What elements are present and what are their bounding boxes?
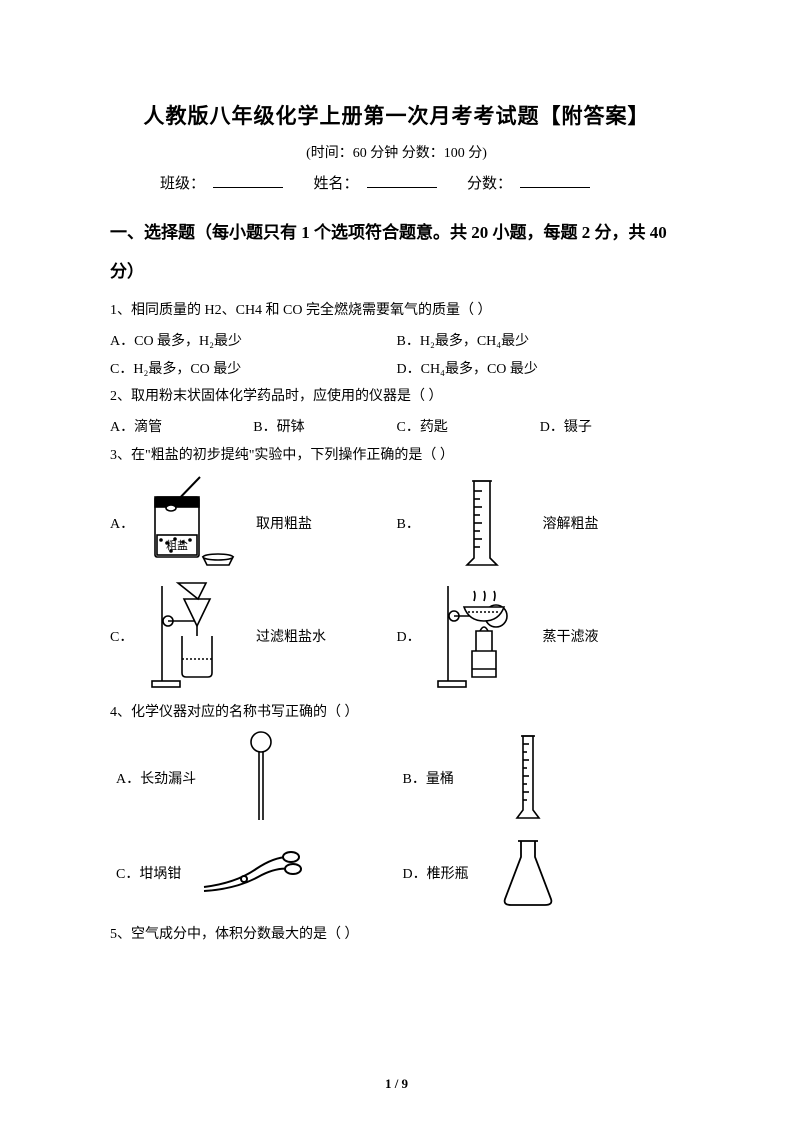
info-line: 班级： 姓名： 分数：: [110, 172, 683, 193]
q3-b-label: B．: [397, 513, 427, 533]
q3-d-label: D．: [397, 626, 427, 646]
filtration-icon: [140, 581, 250, 691]
q2-stem: 2、取用粉末状固体化学药品时，应使用的仪器是（ ）: [110, 383, 683, 410]
exam-page: 人教版八年级化学上册第一次月考考试题【附答案】 (时间：60 分钟 分数：100…: [0, 0, 793, 1122]
q4-row-cd: C．坩埚钳 D．椎形瓶: [110, 833, 683, 913]
page-subtitle: (时间：60 分钟 分数：100 分): [110, 142, 683, 162]
crucible-tongs-icon: [196, 843, 306, 903]
class-blank: [213, 173, 283, 188]
score-blank: [520, 173, 590, 188]
name-blank: [367, 173, 437, 188]
q2-choices: A．滴管 B．研钵 C．药匙 D．镊子: [110, 414, 683, 441]
q5-stem: 5、空气成分中，体积分数最大的是（ ）: [110, 921, 683, 948]
q3-a-caption: 取用粗盐: [256, 513, 312, 533]
score-label: 分数：: [467, 176, 512, 192]
q1-choice-b: B．H₂最多，CH₄最少: [397, 328, 684, 355]
q1-choice-d: D．CH₄最多，CO 最少: [397, 356, 684, 383]
q2-choice-a: A．滴管: [110, 414, 253, 441]
class-label: 班级：: [160, 176, 205, 192]
q3-choice-b: B． 溶解粗盐: [397, 473, 684, 573]
name-label: 姓名：: [314, 176, 359, 192]
q3-a-label: A．: [110, 513, 140, 533]
q3-row-ab: A． 粗盐: [110, 473, 683, 573]
jar-spoon-icon: 粗盐: [140, 475, 250, 570]
q4-choice-c: C．坩埚钳: [110, 843, 397, 903]
jar-text: 粗盐: [166, 539, 188, 552]
q4-a-label: A．长劲漏斗: [116, 768, 206, 788]
q3-row-cd: C． 过滤粗盐水: [110, 581, 683, 691]
q4-row-ab: A．长劲漏斗 B．量桶: [110, 730, 683, 825]
q4-b-label: B．量桶: [403, 768, 473, 788]
q3-d-caption: 蒸干滤液: [543, 626, 599, 646]
q1-choices-row1: A．CO 最多，H₂最少 B．H₂最多，CH₄最少: [110, 328, 683, 355]
q2-choice-b: B．研钵: [253, 414, 396, 441]
q4-d-label: D．椎形瓶: [403, 863, 473, 883]
measuring-cylinder-icon: [473, 730, 583, 825]
q2-choice-d: D．镊子: [540, 414, 683, 441]
section-1-header: 一、选择题（每小题只有 1 个选项符合题意。共 20 小题，每题 2 分，共 4…: [110, 213, 683, 291]
q1-stem: 1、相同质量的 H2、CH4 和 CO 完全燃烧需要氧气的质量（ ）: [110, 297, 683, 324]
page-number: 1 / 9: [0, 1076, 793, 1092]
q4-choice-b: B．量桶: [397, 730, 684, 825]
evaporation-icon: [427, 581, 537, 691]
q3-choice-c: C． 过滤粗盐水: [110, 581, 397, 691]
q3-c-caption: 过滤粗盐水: [256, 626, 326, 646]
q1-choice-a: A．CO 最多，H₂最少: [110, 328, 397, 355]
q1-choices-row2: C．H₂最多，CO 最少 D．CH₄最多，CO 最少: [110, 356, 683, 383]
q1-choice-c: C．H₂最多，CO 最少: [110, 356, 397, 383]
q3-c-label: C．: [110, 626, 140, 646]
page-title: 人教版八年级化学上册第一次月考考试题【附答案】: [110, 100, 683, 130]
long-funnel-icon: [206, 730, 316, 825]
q3-stem: 3、在"粗盐的初步提纯"实验中，下列操作正确的是（ ）: [110, 442, 683, 469]
graduated-cylinder-icon: [427, 473, 537, 573]
q4-stem: 4、化学仪器对应的名称书写正确的（ ）: [110, 699, 683, 726]
q3-b-caption: 溶解粗盐: [543, 513, 599, 533]
conical-flask-icon: [473, 833, 583, 913]
q3-choice-a: A． 粗盐: [110, 475, 397, 570]
q3-choice-d: D．: [397, 581, 684, 691]
q2-choice-c: C．药匙: [397, 414, 540, 441]
q4-choice-d: D．椎形瓶: [397, 833, 684, 913]
q4-choice-a: A．长劲漏斗: [110, 730, 397, 825]
q4-c-label: C．坩埚钳: [116, 863, 196, 883]
